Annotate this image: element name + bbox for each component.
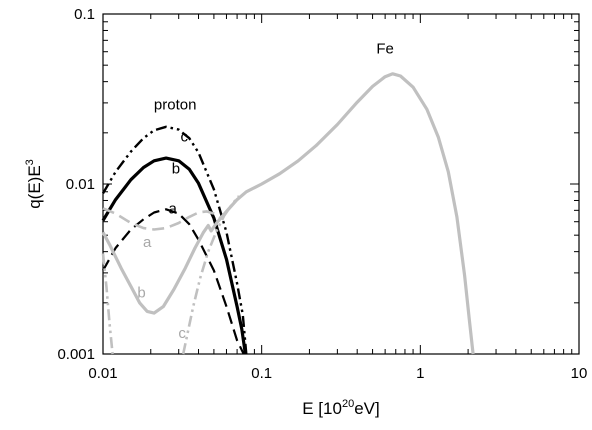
curve-label: b	[137, 284, 145, 301]
curve-label: b	[172, 161, 180, 178]
axis-ticks	[102, 13, 580, 355]
y-axis-title: q(E)E3	[24, 159, 44, 209]
series-line-proton-b	[101, 156, 247, 355]
x-axis-title: E [1020eV]	[302, 398, 379, 418]
curve-label: a	[143, 234, 152, 251]
plot-frame	[102, 13, 580, 355]
curve-label: c	[178, 325, 186, 342]
series-line-fe-b	[101, 72, 475, 355]
curve-label: a	[169, 201, 178, 218]
series-layer	[101, 72, 475, 355]
series-line-proton-a	[102, 208, 245, 355]
series-line-fe-a	[102, 207, 222, 231]
curve-label: c	[180, 128, 188, 145]
y-tick-label: 0.001	[57, 346, 95, 363]
y-tick-label: 0.01	[66, 176, 95, 193]
curve-label: Fe	[376, 41, 394, 58]
x-tick-label: 0.01	[88, 365, 117, 382]
curve-label: proton	[154, 96, 197, 113]
x-tick-label: 0.1	[251, 365, 272, 382]
series-line-fe-c	[101, 253, 114, 355]
tick-labels: 0.01 0.1 1 10 0.001 0.01 0.1	[57, 6, 587, 382]
series-line-proton-c	[101, 125, 248, 355]
x-tick-label: 1	[416, 365, 424, 382]
series-line-fe-c2	[181, 195, 240, 355]
x-tick-label: 10	[571, 365, 588, 382]
y-tick-label: 0.1	[74, 6, 95, 23]
